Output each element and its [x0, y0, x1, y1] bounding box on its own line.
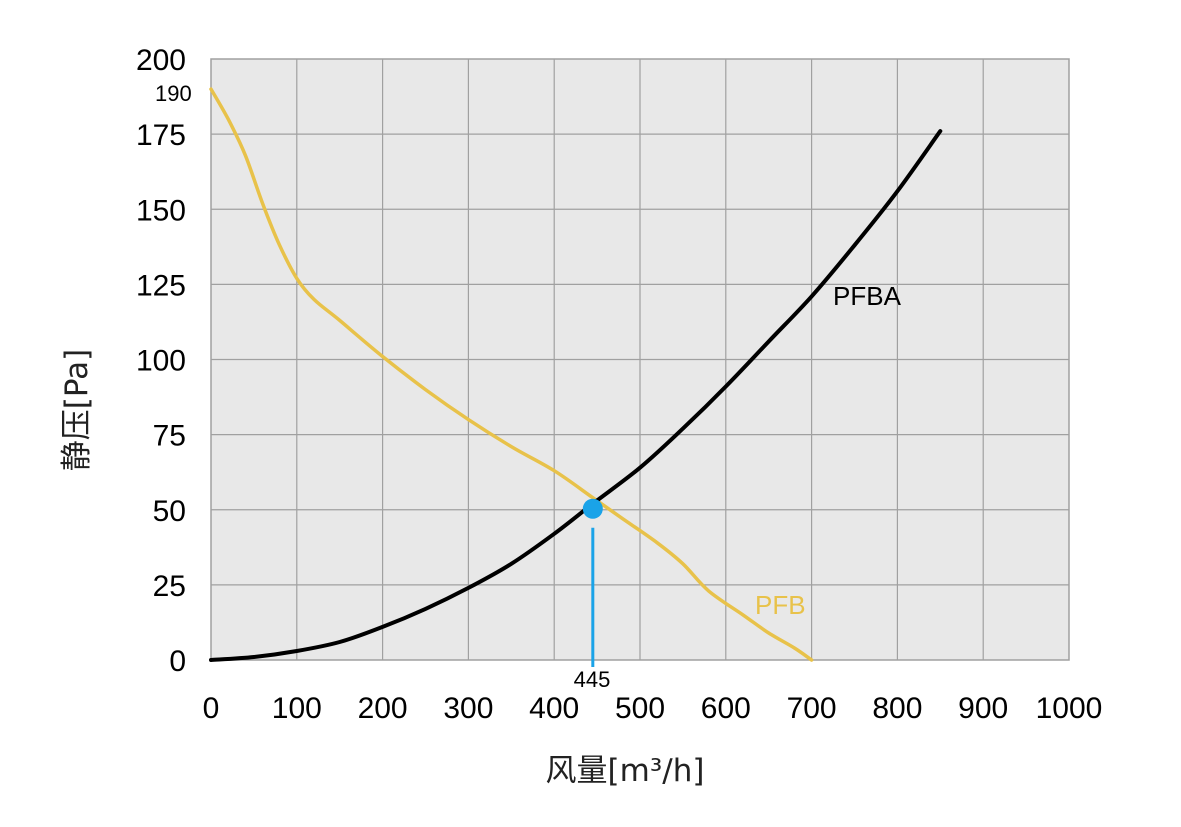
x-tick-label: 0 — [203, 692, 220, 725]
y-tick-label: 200 — [136, 44, 186, 77]
x-axis-title: 风量[m³/h] — [546, 753, 705, 789]
y-axis-title: 静压[Pa] — [59, 349, 95, 472]
x-tick-label: 900 — [958, 692, 1008, 725]
x-axis-ticks: 0 100 200 300 400 500 600 700 800 900 1000 — [203, 692, 1103, 725]
x-tick-label: 1000 — [1036, 692, 1103, 725]
y-tick-label: 25 — [153, 570, 186, 603]
y-start-label-190: 190 — [155, 81, 192, 106]
y-tick-label: 175 — [136, 119, 186, 152]
y-tick-label: 75 — [153, 420, 186, 453]
y-tick-label: 0 — [169, 645, 186, 678]
series-label-pfba: PFBA — [833, 281, 902, 311]
x-tick-label: 800 — [872, 692, 922, 725]
operating-point-marker — [582, 498, 603, 519]
series-label-pfb: PFB — [755, 590, 806, 620]
y-axis-ticks: 0 25 50 75 100 125 150 175 200 — [136, 44, 186, 678]
y-tick-label: 50 — [153, 495, 186, 528]
x-tick-label: 100 — [272, 692, 322, 725]
x-tick-label: 400 — [529, 692, 579, 725]
x-tick-label: 700 — [787, 692, 837, 725]
marker-layer — [582, 498, 603, 667]
y-tick-label: 150 — [136, 194, 186, 227]
y-tick-label: 100 — [136, 345, 186, 378]
y-tick-label: 125 — [136, 269, 186, 302]
series-layer — [209, 87, 943, 662]
series-line-pfb — [209, 87, 814, 662]
x-tick-label: 300 — [443, 692, 493, 725]
x-tick-label: 500 — [615, 692, 665, 725]
series-line-pfba — [209, 129, 943, 662]
x-tick-label: 600 — [701, 692, 751, 725]
operating-point-x-label: 445 — [574, 667, 611, 692]
grid-lines — [211, 59, 1069, 660]
x-tick-label: 200 — [358, 692, 408, 725]
